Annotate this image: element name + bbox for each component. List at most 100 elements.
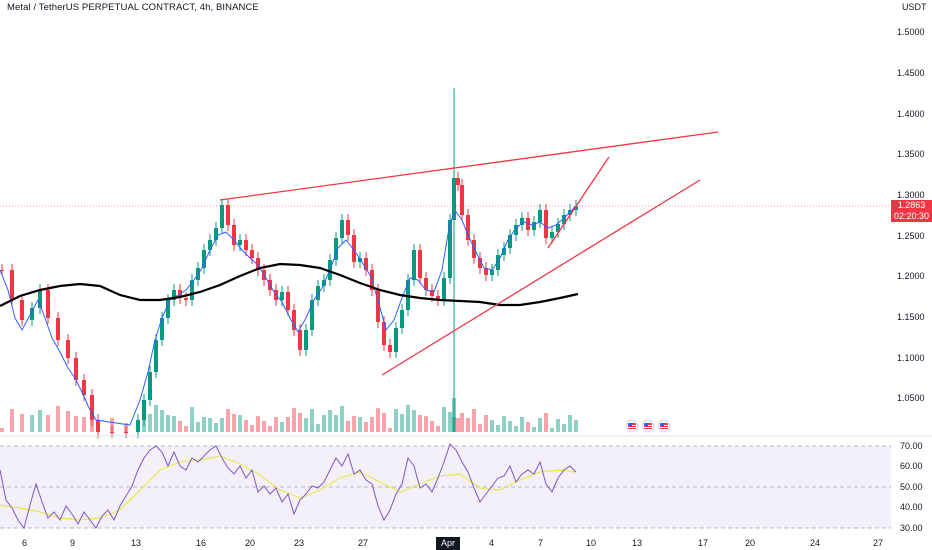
us-flag-icon [625, 419, 639, 433]
volume-bar [388, 428, 392, 432]
price-axis[interactable]: 1.5000 1.4500 1.4000 1.3500 1.3000 1.250… [897, 27, 925, 403]
candle-body [96, 420, 100, 432]
volume-bar [466, 418, 470, 432]
candle-body [46, 290, 50, 318]
candle-body [448, 220, 452, 278]
volume-bar [66, 411, 70, 432]
volume-bar [406, 405, 410, 432]
candle-body [562, 215, 566, 224]
volume-bar [514, 426, 518, 432]
candle-body [574, 206, 578, 210]
price-tick: 1.3000 [897, 190, 925, 200]
rsi-pane[interactable]: 70.00 60.00 50.00 40.00 30.00 [0, 441, 923, 533]
volume-bar [484, 415, 488, 432]
candle-body [154, 340, 158, 372]
candle-body [172, 290, 176, 300]
time-tick: 16 [196, 538, 206, 548]
volume-bar [10, 409, 14, 432]
countdown-tag: 02:20:30 [891, 211, 932, 222]
volume-bar [352, 416, 356, 432]
upper-trendline [219, 131, 719, 201]
volume-bar [184, 426, 188, 432]
candle-body [472, 240, 476, 258]
candle-body [346, 220, 350, 235]
volume-bar [562, 424, 566, 432]
candle-body [352, 235, 356, 262]
volume-bar [256, 416, 260, 432]
currency-label[interactable]: USDT [902, 2, 927, 12]
candle-body [544, 210, 548, 238]
volume-bar [358, 417, 362, 432]
candle-body [514, 225, 518, 235]
trendlines[interactable] [219, 131, 719, 376]
volume-bar [520, 417, 524, 432]
volume-bar [340, 406, 344, 432]
candle-body [56, 318, 60, 340]
time-tick: 6 [22, 538, 27, 548]
volume-bar [456, 418, 460, 432]
candle-body [184, 298, 188, 300]
price-tick: 1.5000 [897, 27, 925, 37]
candle-body [316, 286, 320, 300]
candle-body [214, 228, 218, 240]
candle-body [30, 308, 34, 320]
price-tick: 1.1000 [897, 353, 925, 363]
volume-bar [538, 418, 542, 432]
rsi-tick: 70.00 [900, 441, 923, 451]
time-tick: 13 [131, 538, 141, 548]
candle-body [340, 220, 344, 238]
volume-bar [268, 426, 272, 432]
candle-body [110, 432, 114, 433]
volume-bar [310, 409, 314, 432]
candle-body [550, 232, 554, 238]
candle-body [412, 250, 416, 280]
candle-body [190, 280, 194, 300]
volume-bar [418, 415, 422, 432]
candle-body [82, 380, 86, 395]
volume-bar [82, 417, 86, 432]
candle-body [508, 235, 512, 248]
candle-body [424, 278, 428, 290]
rsi-tick: 40.00 [900, 502, 923, 512]
candle-body [436, 296, 440, 300]
volume-bar [346, 421, 350, 432]
candle-body [280, 292, 284, 300]
volume-bar [226, 409, 230, 432]
candle-body [400, 310, 404, 328]
volume-bar [304, 418, 308, 432]
volume-bar [502, 416, 506, 432]
volume-bar [544, 413, 548, 432]
volume-bar [232, 414, 236, 432]
candle-body [286, 292, 290, 310]
volume-bar [412, 410, 416, 432]
candle-body [226, 205, 230, 225]
volume-bar [400, 414, 404, 432]
volume-bar [526, 422, 530, 432]
time-axis[interactable]: 6 9 13 16 20 23 27 4 7 10 13 17 20 24 27 [22, 538, 883, 548]
volume-bar [154, 405, 158, 432]
time-tick: 9 [70, 538, 75, 548]
volume-bar [202, 417, 206, 432]
rsi-tick: 30.00 [900, 523, 923, 533]
price-tick: 1.4500 [897, 68, 925, 78]
candle-body [460, 185, 464, 215]
time-tick: 24 [810, 538, 820, 548]
volume-bar [424, 416, 428, 432]
event-markers[interactable] [625, 419, 671, 433]
candle-body [394, 328, 398, 352]
candle-body [238, 240, 242, 245]
volume-bar [208, 418, 212, 432]
volume-bar [238, 415, 242, 432]
candle-body [430, 290, 434, 296]
lower-trendline [381, 179, 701, 376]
candle-body [208, 240, 212, 250]
candle-body [0, 270, 4, 271]
time-tick: 20 [245, 538, 255, 548]
volume-bar [220, 418, 224, 432]
candle-body [496, 255, 500, 270]
volume-bar [46, 415, 50, 432]
candle-body [256, 258, 260, 270]
candle-body [490, 270, 494, 275]
candle-body [66, 340, 70, 358]
